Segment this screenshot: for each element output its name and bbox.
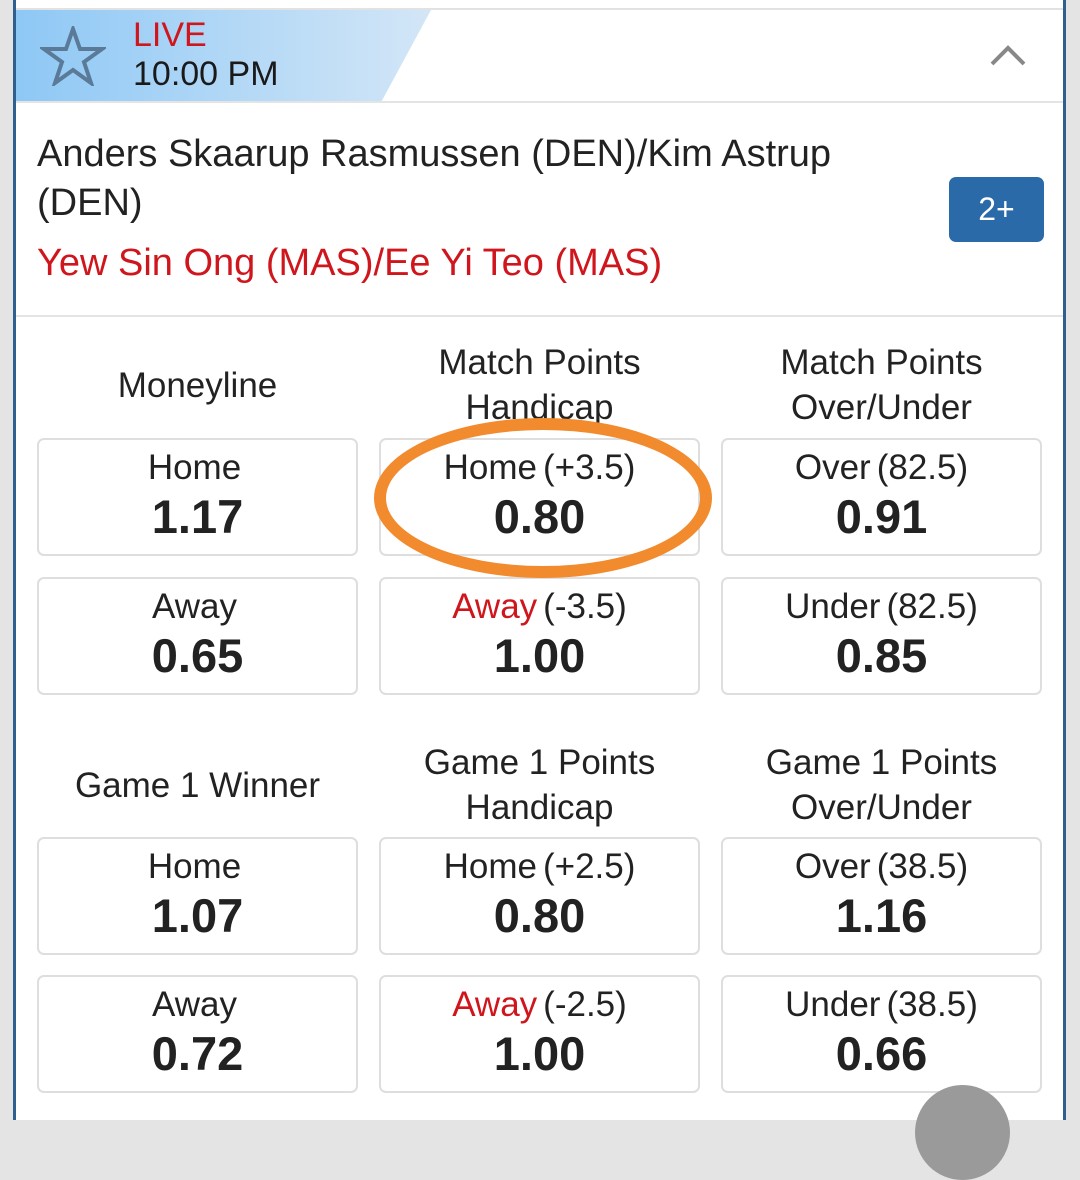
odds-value: 1.17	[151, 490, 244, 543]
live-label: LIVE	[133, 16, 207, 54]
market-title: Match Points Over/Under	[780, 343, 983, 427]
odds-button[interactable]: Under (82.5) 0.85	[721, 577, 1042, 695]
option-name: Home	[443, 448, 537, 487]
option-label: Over (82.5)	[723, 448, 1040, 488]
odds-button[interactable]: Over (82.5) 0.91	[721, 438, 1042, 556]
odds-button[interactable]: Away 0.72	[37, 975, 358, 1093]
odds-button[interactable]: Home 1.07	[37, 837, 358, 955]
market-title: Moneyline	[117, 365, 278, 405]
odds-value: 1.00	[493, 1027, 586, 1080]
option-label: Over (38.5)	[723, 847, 1040, 887]
odds-button[interactable]: Away (-2.5) 1.00	[379, 975, 700, 1093]
option-name: Away	[452, 587, 538, 626]
star-icon[interactable]	[40, 26, 106, 86]
market-title: Game 1 Winner	[74, 765, 321, 805]
option-label: Away (-3.5)	[381, 587, 698, 627]
odds-button[interactable]: Home (+3.5) 0.80	[379, 438, 700, 556]
odds-button[interactable]: Away (-3.5) 1.00	[379, 577, 700, 695]
option-name: Under	[785, 985, 881, 1024]
option-label: Home (+2.5)	[381, 847, 698, 887]
option-name: Home	[147, 448, 242, 487]
odds-button[interactable]: Over (38.5) 1.16	[721, 837, 1042, 955]
option-label: Away (-2.5)	[381, 985, 698, 1025]
floating-button[interactable]	[915, 1085, 1010, 1180]
option-line: (38.5)	[876, 847, 969, 886]
odds-value: 1.07	[151, 889, 244, 942]
market-title: Game 1 Points Handicap	[423, 743, 656, 827]
odds-value: 0.66	[835, 1027, 928, 1080]
option-label: Home	[39, 847, 356, 887]
odds-value: 0.72	[151, 1027, 244, 1080]
option-label: Under (38.5)	[723, 985, 1040, 1025]
odds-value: 0.65	[151, 629, 244, 682]
option-name: Over	[794, 448, 871, 487]
match-time: 10:00 PM	[133, 55, 279, 93]
odds-value: 0.80	[493, 490, 586, 543]
chevron-up-icon[interactable]	[988, 40, 1028, 70]
live-header-strip	[16, 10, 431, 102]
option-name: Under	[785, 587, 881, 626]
home-team: Anders Skaarup Rasmussen (DEN)/Kim Astru…	[37, 133, 832, 224]
odds-value: 0.91	[835, 490, 928, 543]
divider	[16, 8, 1063, 10]
option-label: Away	[39, 985, 356, 1025]
option-line: (82.5)	[886, 587, 978, 626]
divider	[16, 315, 1063, 317]
option-label: Home	[39, 448, 356, 488]
option-label: Under (82.5)	[723, 587, 1040, 627]
more-markets-button[interactable]: 2+	[949, 177, 1044, 242]
market-title: Match Points Handicap	[438, 343, 641, 427]
option-line: (-3.5)	[543, 587, 627, 626]
option-name: Away	[152, 587, 237, 626]
divider	[16, 101, 1063, 103]
odds-value: 1.16	[835, 889, 928, 942]
option-name: Away	[152, 985, 237, 1024]
option-name: Away	[452, 985, 538, 1024]
odds-button[interactable]: Home 1.17	[37, 438, 358, 556]
odds-value: 1.00	[493, 629, 586, 682]
option-name: Over	[794, 847, 871, 886]
odds-button[interactable]: Home (+2.5) 0.80	[379, 837, 700, 955]
odds-button[interactable]: Away 0.65	[37, 577, 358, 695]
option-line: (-2.5)	[543, 985, 627, 1024]
option-name: Home	[147, 847, 242, 886]
option-line: (+2.5)	[542, 847, 636, 886]
away-team: Yew Sin Ong (MAS)/Ee Yi Teo (MAS)	[37, 242, 663, 284]
market-title: Game 1 Points Over/Under	[765, 743, 998, 827]
option-line: (82.5)	[876, 448, 969, 487]
odds-button[interactable]: Under (38.5) 0.66	[721, 975, 1042, 1093]
option-name: Home	[443, 847, 537, 886]
odds-value: 0.80	[493, 889, 586, 942]
option-label: Home (+3.5)	[381, 448, 698, 488]
option-label: Away	[39, 587, 356, 627]
option-line: (+3.5)	[542, 448, 636, 487]
odds-value: 0.85	[835, 629, 928, 682]
option-line: (38.5)	[886, 985, 978, 1024]
